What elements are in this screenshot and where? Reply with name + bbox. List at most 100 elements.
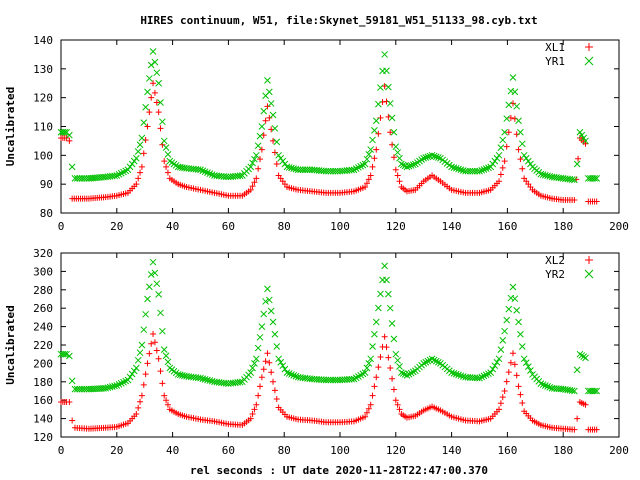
data-point [422, 154, 430, 161]
data-point [144, 295, 151, 303]
data-point [434, 154, 442, 161]
data-point [522, 154, 530, 162]
data-point [363, 409, 370, 416]
legend-marker [585, 43, 593, 51]
data-point [249, 159, 256, 167]
y-tick-label: 300 [33, 265, 53, 278]
data-point [206, 170, 214, 177]
data-point [174, 371, 182, 378]
data-point [138, 163, 145, 170]
data-point [268, 369, 275, 376]
data-point [381, 83, 388, 90]
x-tick-label: 180 [553, 220, 573, 233]
data-point [275, 151, 282, 159]
data-point [148, 340, 155, 347]
data-point [392, 350, 400, 358]
data-point [150, 80, 157, 87]
data-point [398, 369, 405, 376]
data-point [149, 48, 157, 55]
data-point [373, 374, 380, 381]
data-point [373, 146, 380, 153]
data-point [279, 362, 287, 370]
data-point [136, 141, 144, 149]
data-point [362, 184, 369, 191]
data-point [254, 344, 262, 352]
data-point [155, 79, 163, 87]
data-point [576, 128, 584, 136]
data-point [160, 137, 168, 145]
data-point [365, 176, 372, 183]
data-point [151, 89, 158, 96]
data-point [363, 155, 371, 163]
data-point [515, 117, 522, 125]
data-point [365, 360, 373, 367]
data-point [491, 362, 499, 370]
data-point [503, 115, 511, 122]
data-point [69, 417, 76, 424]
y-tick-label: 180 [33, 376, 53, 389]
data-point [452, 370, 460, 378]
data-point [144, 123, 151, 130]
data-point [489, 160, 497, 168]
data-point [247, 186, 254, 193]
data-point [593, 426, 600, 433]
y-tick-label: 120 [33, 92, 53, 105]
data-point [236, 172, 244, 180]
data-point [197, 166, 204, 174]
data-point [164, 401, 171, 408]
data-point [128, 160, 136, 168]
data-point [450, 370, 458, 377]
data-point [367, 401, 374, 408]
data-point [285, 370, 293, 377]
data-point [517, 330, 524, 338]
data-point [155, 109, 162, 116]
data-point [140, 150, 147, 157]
data-point [375, 100, 382, 108]
data-point [495, 151, 503, 159]
series-xl2 [58, 330, 600, 433]
data-point [377, 84, 384, 91]
data-point [267, 100, 275, 107]
data-point [396, 154, 403, 162]
data-point [367, 355, 375, 363]
data-point [138, 134, 146, 142]
data-point [142, 371, 149, 378]
data-point [264, 103, 271, 110]
data-point [593, 198, 600, 205]
data-point [383, 276, 390, 284]
x-tick-label: 100 [330, 220, 350, 233]
x-tick-label: 60 [222, 220, 235, 233]
data-point [135, 175, 142, 182]
data-point [517, 128, 524, 136]
x-tick-label: 20 [110, 220, 123, 233]
data-point [398, 160, 405, 168]
data-point [138, 392, 145, 399]
data-point [390, 335, 398, 343]
data-point [403, 372, 411, 379]
legend-marker [584, 56, 594, 66]
data-point [157, 125, 164, 132]
data-point [266, 114, 273, 121]
data-point [271, 149, 278, 156]
data-point [260, 132, 267, 139]
data-point [255, 392, 262, 399]
data-point [153, 99, 160, 106]
data-point [428, 151, 436, 159]
data-point [137, 169, 144, 176]
x-tick-label: 60 [222, 444, 235, 457]
data-point [145, 75, 153, 82]
data-point [157, 99, 164, 106]
y-tick-label: 140 [33, 34, 53, 47]
data-point [140, 119, 148, 127]
data-point [265, 296, 273, 304]
data-point [146, 109, 153, 116]
data-point [511, 295, 519, 303]
data-point [153, 280, 161, 288]
data-point [501, 158, 508, 165]
legend-label: XL1 [545, 41, 565, 54]
data-point [254, 142, 262, 150]
data-point [496, 178, 503, 185]
data-point [155, 355, 162, 362]
data-point [405, 370, 413, 378]
data-point [493, 358, 501, 366]
